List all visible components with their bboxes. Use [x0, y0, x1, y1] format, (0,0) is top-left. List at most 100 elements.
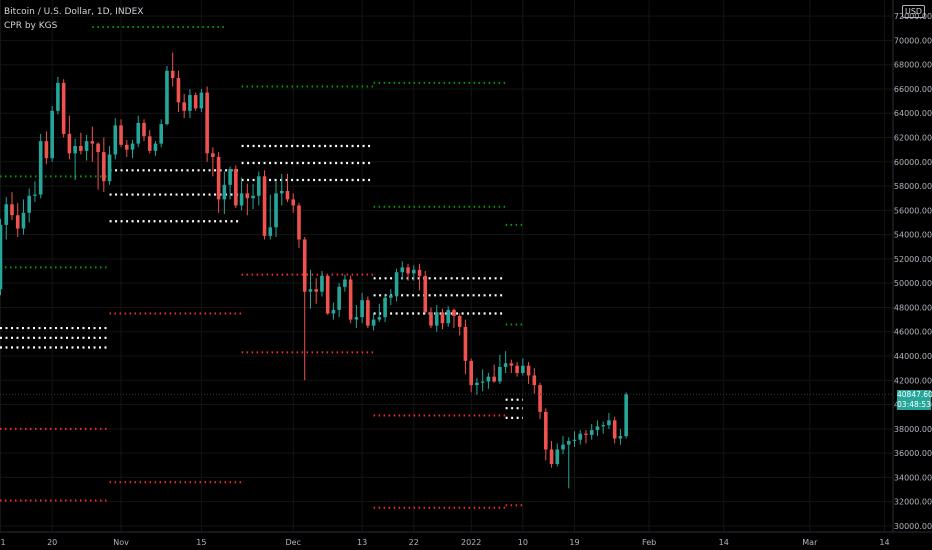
candle-body	[33, 194, 37, 196]
time-tick-label: 15	[196, 538, 206, 547]
candle-body	[383, 297, 387, 318]
candle-body	[498, 366, 502, 382]
time-tick-label: 22	[409, 538, 419, 547]
candle-body	[612, 420, 617, 439]
price-tick-label: 50000.00	[894, 279, 932, 288]
candle-body	[73, 146, 77, 154]
candle-body	[429, 312, 433, 326]
candle-body	[572, 439, 577, 441]
candle-body	[136, 122, 141, 144]
price-tick-label: 64000.00	[894, 109, 932, 118]
price-tick-label: 48000.00	[894, 303, 932, 312]
candle-body	[544, 411, 548, 450]
candle-body	[285, 190, 290, 200]
price-tick-label: 54000.00	[894, 231, 932, 240]
chart-legend: Bitcoin / U.S. Dollar, 1D, INDEX CPR by …	[4, 5, 143, 33]
candle-body	[406, 267, 410, 274]
candle-body	[354, 317, 359, 320]
candle-body	[555, 449, 560, 465]
candle-body	[222, 184, 227, 200]
candle-body	[279, 190, 284, 194]
price-tick-label: 44000.00	[894, 352, 932, 361]
candle-body	[211, 153, 215, 157]
candle-body	[61, 82, 66, 134]
price-tick-label: 68000.00	[894, 61, 932, 70]
time-axis[interactable]: 11 20 Nov 15 Dec 13 22 2022 10 19 Feb 14 Mar 14	[0, 538, 890, 547]
price-tick-label: 32000.00	[894, 498, 932, 507]
candle-body	[205, 92, 209, 154]
candle-body	[469, 360, 473, 386]
time-tick-label: 10	[518, 538, 528, 547]
candle-body	[44, 141, 49, 159]
candle-body	[521, 365, 525, 373]
price-tick-label: 58000.00	[894, 182, 932, 191]
candle-body	[325, 275, 330, 314]
price-tick-label: 34000.00	[894, 473, 932, 482]
candle-body	[147, 136, 152, 151]
candle-body	[618, 436, 623, 439]
candle-body	[274, 193, 278, 228]
currency-label[interactable]: USD	[902, 5, 926, 18]
candle-body	[360, 300, 364, 318]
candle-body	[119, 125, 123, 145]
price-tick-label: 70000.00	[894, 36, 932, 45]
candle-body	[176, 78, 181, 103]
time-tick-label: 20	[47, 538, 57, 547]
candle-body	[337, 286, 341, 310]
price-tick-label: 66000.00	[894, 85, 932, 94]
candle-body	[56, 82, 60, 111]
candle-body	[159, 124, 164, 144]
candle-body	[90, 141, 95, 144]
candle-body	[15, 215, 20, 229]
candle-body	[394, 272, 399, 296]
candle-body	[193, 95, 198, 109]
indicator-label[interactable]: CPR by KGS	[4, 21, 58, 31]
candle-body	[124, 144, 129, 150]
candle-body	[216, 156, 221, 200]
candle-body	[228, 169, 232, 185]
candle-body	[234, 169, 238, 206]
candle-body	[10, 204, 14, 216]
candle-body	[130, 143, 135, 150]
candle-body	[389, 295, 393, 298]
candle-body	[348, 279, 353, 320]
candle-body	[302, 239, 307, 292]
price-tick-label: 60000.00	[894, 158, 932, 167]
candle-body	[434, 312, 439, 326]
price-tick-label: 72000.00	[894, 12, 932, 21]
candle-body	[417, 269, 422, 276]
time-tick-label: 11	[0, 538, 6, 547]
candle-body	[532, 375, 537, 386]
candle-body	[377, 317, 382, 320]
candle-body	[509, 363, 514, 366]
candle-body	[457, 315, 462, 327]
candle-body	[96, 143, 100, 153]
candle-body	[589, 430, 594, 435]
price-tick-label: 46000.00	[894, 328, 932, 337]
candle-body	[27, 195, 31, 213]
candle-body	[182, 102, 186, 111]
candle-body	[595, 426, 600, 431]
candle-body	[549, 449, 554, 465]
candle-body	[102, 152, 106, 182]
candle-body	[262, 176, 267, 236]
candle-body	[515, 365, 519, 373]
time-tick-label: Mar	[802, 538, 818, 547]
symbol-title[interactable]: Bitcoin / U.S. Dollar, 1D, INDEX	[4, 7, 144, 17]
candle-body	[366, 300, 370, 326]
price-tick-label: 52000.00	[894, 255, 932, 264]
grid	[0, 0, 893, 532]
candle-body	[165, 70, 169, 125]
candle-body	[526, 365, 531, 376]
candle-body	[480, 381, 485, 383]
price-tick-label: 62000.00	[894, 134, 932, 143]
time-tick-label: Feb	[642, 538, 656, 547]
price-tick-label: 38000.00	[894, 425, 932, 434]
candle-body	[107, 154, 112, 182]
candle-body	[584, 433, 588, 435]
candle-body	[170, 70, 175, 79]
price-tick-label: 30000.00	[894, 522, 932, 531]
candle-body	[607, 420, 611, 426]
candle-body	[411, 269, 416, 274]
